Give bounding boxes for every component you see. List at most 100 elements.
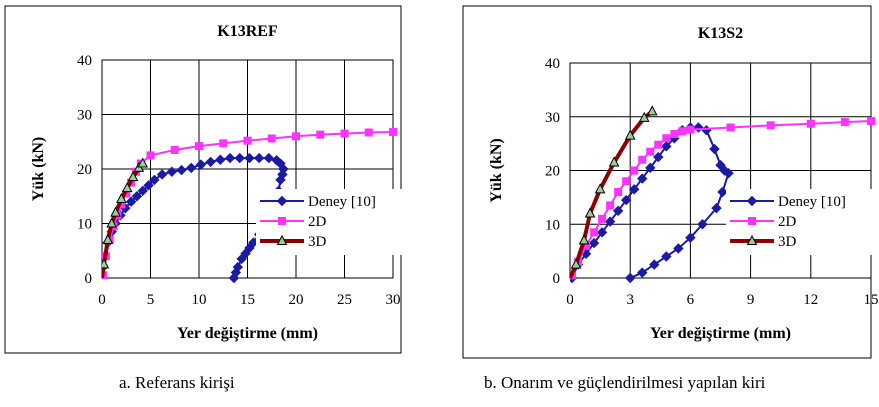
- data-point: [649, 259, 660, 270]
- data-point: [638, 111, 650, 122]
- legend-label: Deney [10]: [778, 194, 846, 210]
- data-point: [205, 156, 216, 168]
- y-tick-label: 40: [77, 53, 92, 69]
- x-tick-label: 5: [147, 292, 155, 308]
- data-point: [236, 253, 247, 265]
- data-point: [662, 134, 671, 143]
- data-point: [228, 272, 240, 284]
- data-point: [620, 194, 632, 206]
- data-point: [224, 152, 236, 164]
- data-point: [840, 118, 849, 127]
- data-point: [653, 151, 664, 163]
- x-axis-label: Yer değiştirme (mm): [177, 325, 318, 342]
- x-tick-label: 10: [192, 292, 207, 308]
- legend-label: 2D: [778, 214, 797, 230]
- data-point: [637, 173, 648, 184]
- data-point: [146, 151, 155, 160]
- data-point: [645, 162, 656, 174]
- x-tick-label: 20: [289, 292, 304, 308]
- data-point: [606, 201, 615, 210]
- data-point: [604, 216, 616, 227]
- data-point: [678, 127, 687, 136]
- data-point: [195, 142, 203, 151]
- data-point: [263, 152, 275, 164]
- data-point: [661, 141, 672, 152]
- data-point: [156, 169, 168, 180]
- data-point: [243, 136, 252, 145]
- data-point: [717, 186, 728, 198]
- legend-marker: [746, 195, 758, 207]
- data-point: [726, 123, 735, 132]
- x-tick-label: 9: [747, 292, 755, 308]
- data-point: [253, 152, 265, 164]
- data-point: [711, 202, 722, 214]
- data-point: [685, 232, 696, 243]
- data-point: [275, 174, 286, 186]
- data-point: [340, 129, 349, 138]
- data-point: [102, 233, 114, 244]
- x-tick-label: 0: [98, 292, 106, 308]
- data-point: [102, 258, 110, 269]
- data-point: [594, 183, 606, 194]
- legend-label: 3D: [778, 234, 797, 250]
- y-tick-label: 0: [85, 271, 93, 287]
- legend-marker: [746, 234, 758, 245]
- chart-k13ref: 0 5 10 15 20 25 30 0 10 20 30 40 K13REF Yer değiştirm…: [4, 5, 406, 354]
- data-point: [143, 180, 154, 191]
- x-tick-label: 6: [687, 292, 695, 308]
- data-point: [292, 132, 300, 141]
- data-point: [244, 152, 255, 164]
- caption-a: a. Referans kirişi: [119, 373, 235, 392]
- data-point: [195, 159, 207, 170]
- data-point: [116, 192, 127, 203]
- data-point: [612, 205, 624, 217]
- data-point: [654, 140, 663, 149]
- legend-label: Deney [10]: [308, 194, 376, 210]
- data-point: [624, 129, 636, 140]
- y-tick-label: 10: [77, 217, 92, 233]
- chart-k13s2: 0 3 6 9 12 15 0 10 20 30 40 K13S2 Yer değiştirme (mm…: [462, 5, 879, 359]
- legend-label: 2D: [308, 214, 327, 230]
- legend-marker: [276, 195, 288, 207]
- data-point: [166, 166, 178, 177]
- data-point: [149, 174, 160, 186]
- y-axis-label: Yük (kN): [488, 138, 505, 202]
- data-point: [867, 117, 875, 126]
- data-point: [215, 154, 226, 165]
- data-point: [614, 188, 623, 196]
- x-axis-label: Yer değiştirme (mm): [650, 325, 791, 342]
- y-tick-label: 20: [545, 164, 560, 180]
- data-point: [686, 125, 695, 134]
- data-point: [584, 207, 596, 218]
- data-point: [624, 272, 636, 284]
- data-point: [137, 185, 148, 197]
- data-point: [637, 267, 648, 278]
- data-point: [630, 166, 639, 175]
- chart-title: K13REF: [217, 23, 278, 40]
- x-tick-label: 12: [803, 292, 818, 308]
- legend: Deney [10] 2D 3D: [256, 189, 406, 255]
- data-point: [106, 217, 118, 228]
- data-point: [186, 162, 197, 174]
- y-axis-label: Yük (kN): [30, 137, 47, 201]
- data-point: [131, 191, 143, 202]
- data-point: [622, 177, 631, 186]
- data-point: [578, 234, 590, 245]
- x-tick-label: 3: [626, 292, 634, 308]
- legend-marker: [278, 217, 286, 225]
- data-point: [598, 214, 607, 223]
- data-point: [806, 119, 815, 128]
- legend: Deney [10] 2D 3D: [726, 189, 876, 255]
- data-point: [646, 105, 658, 116]
- data-point: [709, 143, 720, 155]
- legend-marker: [276, 234, 288, 245]
- data-point: [125, 196, 137, 207]
- y-tick-label: 10: [545, 217, 560, 233]
- data-point: [590, 228, 599, 237]
- chart-title: K13S2: [698, 25, 743, 42]
- y-tick-label: 20: [77, 162, 92, 178]
- data-point: [570, 258, 582, 269]
- data-point: [661, 251, 672, 262]
- data-point: [137, 157, 149, 168]
